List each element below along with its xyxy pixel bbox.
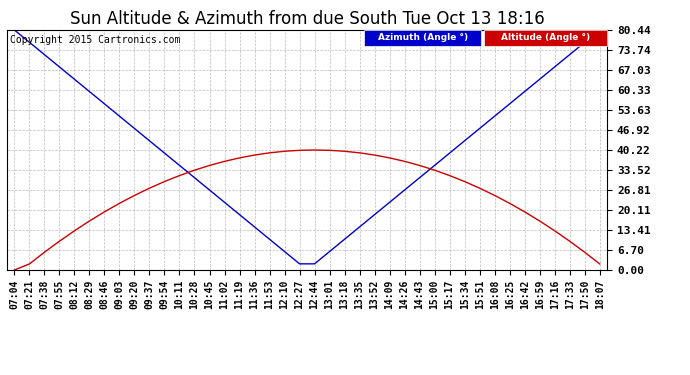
Title: Sun Altitude & Azimuth from due South Tue Oct 13 18:16: Sun Altitude & Azimuth from due South Tu… bbox=[70, 10, 544, 28]
FancyBboxPatch shape bbox=[484, 30, 607, 46]
Text: Altitude (Angle °): Altitude (Angle °) bbox=[501, 33, 590, 42]
Text: Copyright 2015 Cartronics.com: Copyright 2015 Cartronics.com bbox=[10, 35, 180, 45]
Text: Azimuth (Angle °): Azimuth (Angle °) bbox=[377, 33, 468, 42]
FancyBboxPatch shape bbox=[364, 30, 481, 46]
